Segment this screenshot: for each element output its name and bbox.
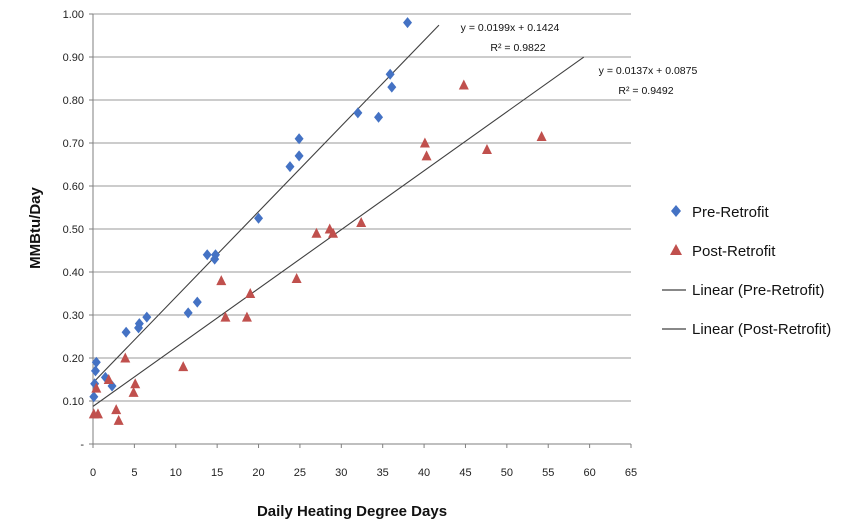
x-tick-label: 25 — [294, 467, 306, 479]
data-points — [88, 17, 547, 425]
y-tick-label: 0.40 — [63, 267, 84, 279]
data-point-pre-retrofit — [134, 318, 144, 330]
y-tick-label: 1.00 — [63, 9, 84, 21]
data-point-post-retrofit — [245, 288, 256, 298]
y-tick-label: - — [80, 439, 84, 451]
data-point-pre-retrofit — [121, 326, 131, 338]
data-point-pre-retrofit — [210, 249, 220, 261]
data-point-post-retrofit — [92, 408, 103, 419]
data-point-post-retrofit — [356, 217, 367, 228]
data-point-post-retrofit — [458, 79, 469, 90]
data-point-pre-retrofit — [90, 365, 100, 377]
data-point-pre-retrofit — [89, 391, 99, 403]
x-axis-title: Daily Heating Degree Days — [257, 503, 447, 520]
y-tick-label: 0.30 — [63, 310, 84, 322]
data-point-post-retrofit — [178, 361, 189, 372]
data-point-pre-retrofit — [142, 311, 152, 323]
x-tick-label: 50 — [501, 467, 513, 479]
data-point-pre-retrofit — [294, 133, 304, 145]
y-tick-label: 0.10 — [63, 396, 84, 408]
data-point-pre-retrofit — [202, 249, 212, 261]
legend-label-linear-pre: Linear (Pre-Retrofit) — [692, 282, 825, 299]
data-point-pre-retrofit — [387, 81, 397, 93]
data-point-post-retrofit — [103, 374, 114, 384]
x-tick-label: 5 — [131, 467, 137, 479]
pre-retrofit-r-squared: R² = 0.9822 — [490, 42, 545, 54]
data-point-pre-retrofit — [91, 356, 101, 368]
y-tick-label: 0.60 — [63, 181, 84, 193]
data-point-post-retrofit — [421, 150, 432, 161]
trendline-pre-retrofit — [92, 24, 440, 384]
y-tick-label: 0.50 — [63, 224, 84, 236]
data-point-post-retrofit — [311, 227, 322, 238]
x-tick-label: 60 — [583, 467, 595, 479]
data-point-post-retrofit — [481, 143, 492, 154]
legend-marker-post-retrofit — [670, 244, 682, 255]
data-point-post-retrofit — [291, 272, 302, 283]
data-point-post-retrofit — [536, 131, 547, 142]
data-point-post-retrofit — [220, 311, 231, 322]
legend-label-post-retrofit: Post-Retrofit — [692, 243, 776, 260]
data-point-post-retrofit — [328, 227, 339, 238]
trendline-post-retrofit — [92, 56, 585, 407]
legend-marker-pre-retrofit — [671, 205, 681, 217]
x-tick-label: 35 — [377, 467, 389, 479]
data-point-pre-retrofit — [385, 68, 395, 80]
data-point-post-retrofit — [128, 386, 139, 397]
x-tick-label: 30 — [335, 467, 347, 479]
pre-retrofit-equation: y = 0.0199x + 0.1424 — [461, 22, 560, 34]
legend-label-linear-post: Linear (Post-Retrofit) — [692, 321, 831, 338]
y-tick-labels: - 0.10 0.20 0.30 0.40 0.50 0.60 0.70 0.80 0.90 1.0… — [63, 9, 93, 451]
data-point-post-retrofit — [130, 378, 141, 389]
data-point-pre-retrofit — [183, 307, 193, 319]
data-point-post-retrofit — [120, 352, 131, 363]
post-retrofit-r-squared: R² = 0.9492 — [618, 85, 673, 97]
x-tick-label: 45 — [459, 467, 471, 479]
data-point-post-retrofit — [111, 404, 122, 415]
y-tick-label: 0.70 — [63, 138, 84, 150]
legend-label-pre-retrofit: Pre-Retrofit — [692, 204, 770, 221]
data-point-pre-retrofit — [374, 111, 384, 123]
x-tick-label: 0 — [90, 467, 96, 479]
y-axis-title: MMBtu/Day — [27, 187, 44, 269]
post-retrofit-equation: y = 0.0137x + 0.0875 — [599, 65, 698, 77]
data-point-pre-retrofit — [285, 161, 295, 173]
data-point-post-retrofit — [241, 311, 252, 322]
x-tick-labels: 0 5 10 15 20 25 30 35 40 45 50 55 60 65 — [90, 444, 637, 479]
x-tick-label: 55 — [542, 467, 554, 479]
y-tick-label: 0.90 — [63, 52, 84, 64]
y-tick-label: 0.80 — [63, 95, 84, 107]
trendline-equations: y = 0.0199x + 0.1424 R² = 0.9822 y = 0.0… — [461, 22, 698, 97]
data-point-post-retrofit — [216, 275, 227, 286]
x-tick-label: 20 — [252, 467, 264, 479]
data-point-pre-retrofit — [403, 17, 413, 29]
y-tick-label: 0.20 — [63, 353, 84, 365]
x-tick-label: 15 — [211, 467, 223, 479]
grid-lines — [93, 13, 631, 402]
data-point-pre-retrofit — [254, 212, 264, 224]
data-point-pre-retrofit — [353, 107, 363, 119]
trendlines — [92, 24, 585, 407]
legend: Pre-Retrofit Post-Retrofit Linear (Pre-R… — [662, 204, 831, 338]
data-point-pre-retrofit — [192, 296, 202, 308]
data-point-post-retrofit — [91, 382, 102, 393]
data-point-post-retrofit — [113, 414, 124, 425]
x-tick-label: 40 — [418, 467, 430, 479]
x-tick-label: 10 — [170, 467, 182, 479]
x-tick-label: 65 — [625, 467, 637, 479]
data-point-post-retrofit — [419, 137, 430, 148]
data-point-pre-retrofit — [294, 150, 304, 162]
